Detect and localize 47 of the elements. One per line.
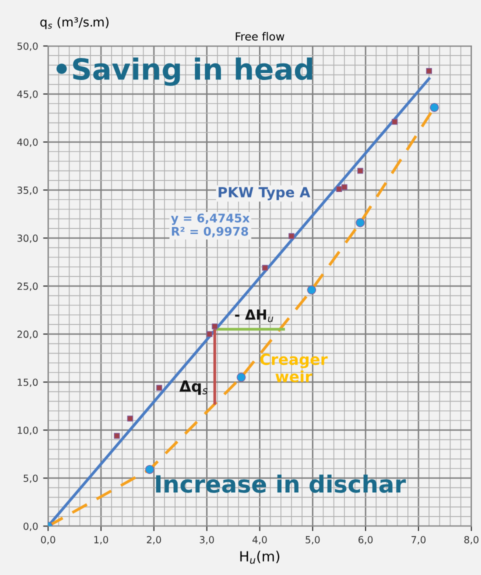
point [236,372,246,382]
point [426,68,432,74]
point [392,118,398,125]
x-tick-label: 7,0 [412,536,426,544]
point [357,168,364,174]
y-tick-label: 25,0 [17,282,38,291]
x-tick-label: 6,0 [358,536,373,544]
point [341,184,348,190]
chart-title: Free flow [236,32,284,41]
point [336,186,342,192]
y-tick-label: 15,0 [18,378,38,387]
y-tick-label: 35,0 [17,186,38,195]
y-tick-label: 20,0 [17,330,38,339]
y-tick-label: 40,0 [17,138,38,147]
x-tick-label: 8,0 [464,536,478,544]
point [206,331,212,338]
x-axis-title: H$_{u}$(m) [240,550,280,564]
point [356,218,365,228]
annotation: PKW Type A [218,187,310,200]
x-tick-label: 5,0 [306,536,320,544]
point [430,102,439,112]
point [156,384,162,391]
point [212,323,218,330]
y-tick-label: 10,0 [18,426,38,435]
point [127,416,134,422]
annotation: •Saving in head [56,57,312,86]
point [145,464,154,474]
point [114,432,120,439]
annotation: Δq$_{s}$ [179,380,208,395]
y-tick-label: 45,0 [17,90,38,99]
y-tick-label: 30,0 [17,234,38,243]
y-tick-label: 5,0 [24,474,38,483]
point [262,264,268,271]
annotation: y = 6,4745x R² = 0,9978 [170,214,250,238]
x-tick-label: 3,0 [200,536,214,544]
x-tick-label: 4,0 [252,536,267,544]
x-tick-label: 2,0 [146,536,162,544]
point [288,233,294,240]
point [307,285,316,294]
x-tick-label: 0,0 [41,536,56,544]
x-tick-label: 1,0 [94,536,108,544]
y-tick-label: 50,0 [17,42,38,51]
annotation: Increase in dischar [156,474,406,493]
y-axis-title: q$_{s}$ (m³/s.m) [40,17,109,30]
annotation: - ΔH$_{u}$ [235,310,274,322]
y-tick-label: 0,0 [24,522,38,531]
annotation: Creager weir [260,354,328,382]
